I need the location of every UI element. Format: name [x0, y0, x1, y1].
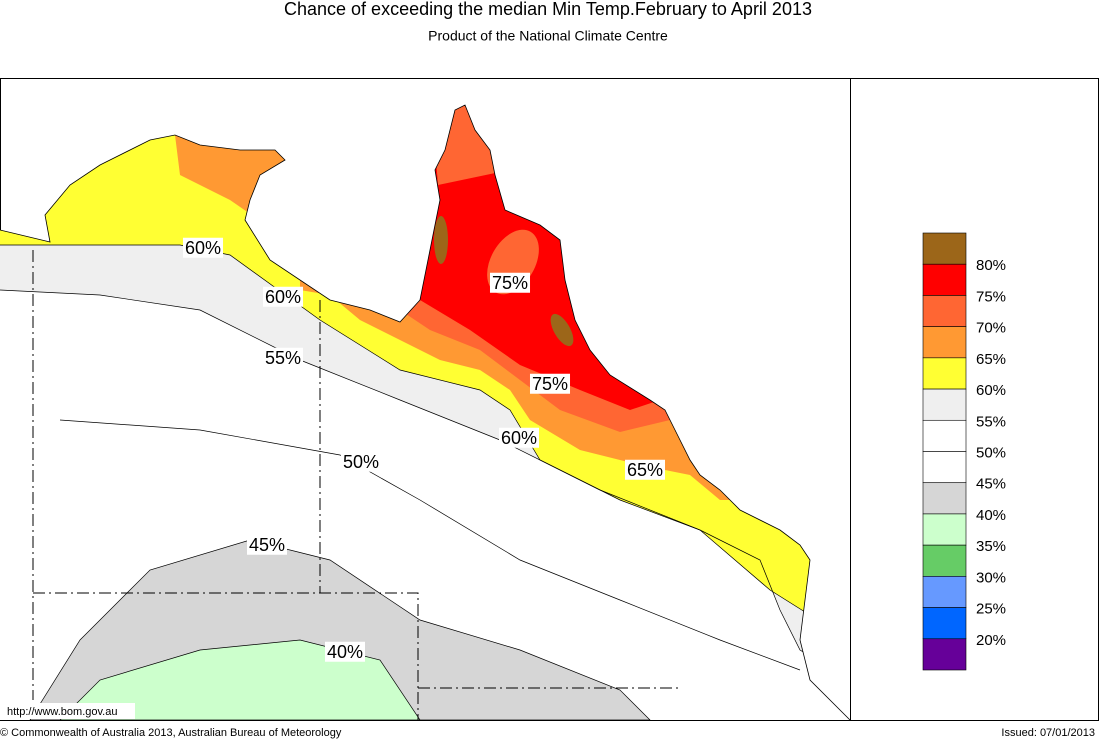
legend-label: 45% [976, 476, 1006, 493]
contour-label: 55% [265, 348, 301, 368]
legend-label: 60% [976, 382, 1006, 399]
legend-label: 30% [976, 569, 1006, 586]
issued: Issued: 07/01/2013 [1001, 727, 1095, 739]
contour-label: 65% [627, 460, 663, 480]
contour-label-background [624, 459, 666, 480]
legend-swatch [922, 638, 967, 671]
legend-swatch [922, 607, 967, 640]
legend-swatch [922, 232, 967, 265]
legend-frame [850, 78, 1099, 721]
legend-swatch [922, 513, 967, 546]
legend-swatch [922, 482, 967, 515]
contour-label-background [489, 272, 531, 293]
legend-label: 40% [976, 507, 1006, 524]
legend-label: 55% [976, 413, 1006, 430]
legend-swatch [922, 419, 967, 452]
contour-label: 40% [327, 642, 363, 662]
contour-label: 60% [265, 287, 301, 307]
contour-label-background [324, 641, 366, 662]
contour-labels: 60% 60% 55% 50% 45% 40% 75% 75% 60% 65% [182, 237, 666, 662]
contour-label: 75% [532, 374, 568, 394]
legend-label: 75% [976, 288, 1006, 305]
url: http://www.bom.gov.au [7, 706, 117, 718]
contour-label-background [529, 373, 571, 394]
legend-swatch [922, 576, 967, 608]
contour-label-background [246, 534, 288, 555]
legend-label: 65% [976, 351, 1006, 368]
legend-swatch [922, 357, 967, 390]
contour-label-background [262, 347, 304, 368]
subtitle: Product of the National Climate Centre [428, 28, 668, 44]
legend-swatch [922, 326, 967, 359]
legend-label: 50% [976, 444, 1006, 461]
legend-swatch [922, 388, 967, 421]
contour-label-background [182, 237, 224, 258]
contour-label: 75% [492, 273, 528, 293]
contour-label-background [262, 286, 304, 307]
legend-label: 25% [976, 601, 1006, 618]
legend-swatch [922, 544, 967, 577]
copyright: © Commonwealth of Australia 2013, Austra… [0, 727, 342, 739]
contour-label-background [498, 427, 540, 448]
contour-label: 50% [343, 452, 379, 472]
contour-label: 60% [185, 238, 221, 258]
contour-label: 60% [501, 428, 537, 448]
legend-label: 20% [976, 632, 1006, 649]
legend-swatch [922, 451, 967, 484]
legend-swatch [922, 295, 967, 327]
legend: 80% 75% 70% 65% 60% 55% 50% 45% 40% 35% 30% 25% 20% [922, 232, 1006, 671]
coastline [0, 104, 851, 721]
legend-swatch [922, 263, 967, 296]
legend-label: 35% [976, 538, 1006, 555]
legend-label: 70% [976, 320, 1006, 337]
state-borders [32, 250, 680, 720]
legend-label: 80% [976, 257, 1006, 274]
url-background [3, 703, 135, 719]
contour-label: 45% [249, 535, 285, 555]
title: Chance of exceeding the median Min Temp.… [284, 0, 812, 19]
contour-label-background [340, 451, 382, 472]
